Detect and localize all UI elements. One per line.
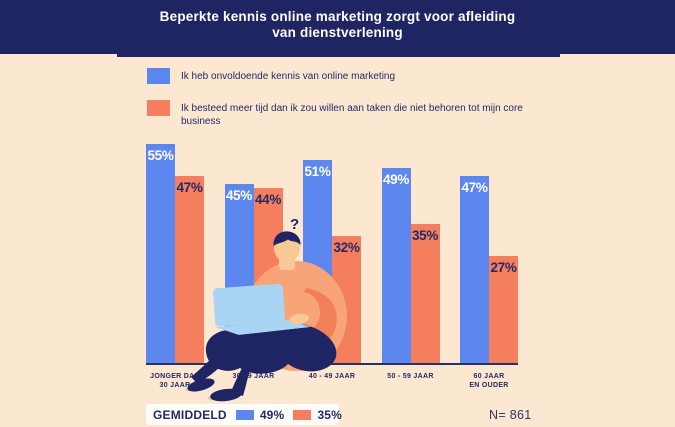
x-axis-line xyxy=(146,363,518,365)
axis-category-label: 40 - 49 JAAR xyxy=(308,373,356,380)
header-underline xyxy=(117,54,560,57)
bar-value-label: 51% xyxy=(304,164,331,179)
bar-value-label: 27% xyxy=(490,260,517,275)
bar-groups: 55% 47% 45% 44% 51% 32% 49% 35% 47% 27% xyxy=(146,140,518,364)
average-swatch-blue xyxy=(235,409,254,420)
header-band xyxy=(0,0,675,54)
legend-label-orange: Ik besteed meer tijd dan ik zou willen a… xyxy=(181,103,523,127)
axis-category-label: 30-39 JAAR xyxy=(232,373,275,380)
sample-size: N= 861 xyxy=(489,408,532,422)
legend-label-blue: Ik heb onvoldoende kennis van online mar… xyxy=(181,71,396,82)
bar-value-label: 49% xyxy=(382,172,410,187)
bar-value-label: 32% xyxy=(333,240,360,255)
bar-orange: 44% xyxy=(253,188,283,364)
legend-item-blue: Ik heb onvoldoende kennis van online mar… xyxy=(147,68,395,84)
bar-orange: 47% xyxy=(175,176,204,364)
bar-value-label: 47% xyxy=(176,180,203,195)
axis-category-label: 60 JAAR EN OUDER xyxy=(469,373,509,389)
average-label: GEMIDDELD xyxy=(153,407,227,422)
bar-blue: 55% xyxy=(146,144,175,364)
average-box: GEMIDDELD 49% 35% xyxy=(146,404,343,425)
shoe-sole-2 xyxy=(207,395,217,401)
bar-blue: 49% xyxy=(381,168,411,364)
question-mark-annotation: ? xyxy=(290,216,300,233)
bar-value-label: 35% xyxy=(411,228,439,243)
page-title: Beperkte kennis online marketing zorgt v… xyxy=(0,9,675,41)
bar-value-label: 55% xyxy=(147,148,174,163)
bar-blue: 45% xyxy=(224,184,254,364)
axis-category-label: 50 - 59 JAAR xyxy=(387,373,434,380)
average-value-orange: 35% xyxy=(317,407,343,422)
bar-orange: 32% xyxy=(332,236,361,364)
bar-group: 55% 47% xyxy=(146,144,204,364)
bar-value-label: 47% xyxy=(461,180,488,195)
bar-orange: 35% xyxy=(410,224,440,364)
bar-group: 47% 27% xyxy=(460,176,518,364)
axis-category-label: JONGER DAN 30 JAAR xyxy=(150,373,200,389)
average-value-blue: 49% xyxy=(259,407,285,422)
page-title-line1: Beperkte kennis online marketing zorgt v… xyxy=(159,9,516,24)
bar-value-label: 44% xyxy=(254,192,282,207)
bar-group: 49% 35% xyxy=(381,168,440,364)
page-title-line2: van dienstverlening xyxy=(272,25,403,40)
bar-group: 45% 44% xyxy=(224,184,283,364)
bar-blue: 47% xyxy=(460,176,489,364)
axis-labels: JONGER DAN 30 JAAR 30-39 JAAR 40 - 49 JAAR 5… xyxy=(146,372,518,390)
bar-blue: 51% xyxy=(303,160,332,364)
average-swatch-orange xyxy=(293,409,312,420)
legend-item-orange: Ik besteed meer tijd dan ik zou willen a… xyxy=(147,100,539,128)
bar-orange: 27% xyxy=(489,256,518,364)
bar-value-label: 45% xyxy=(225,188,253,203)
legend-swatch-orange xyxy=(147,100,170,116)
legend-swatch-blue xyxy=(147,68,170,84)
bar-group: 51% 32% xyxy=(303,160,361,364)
